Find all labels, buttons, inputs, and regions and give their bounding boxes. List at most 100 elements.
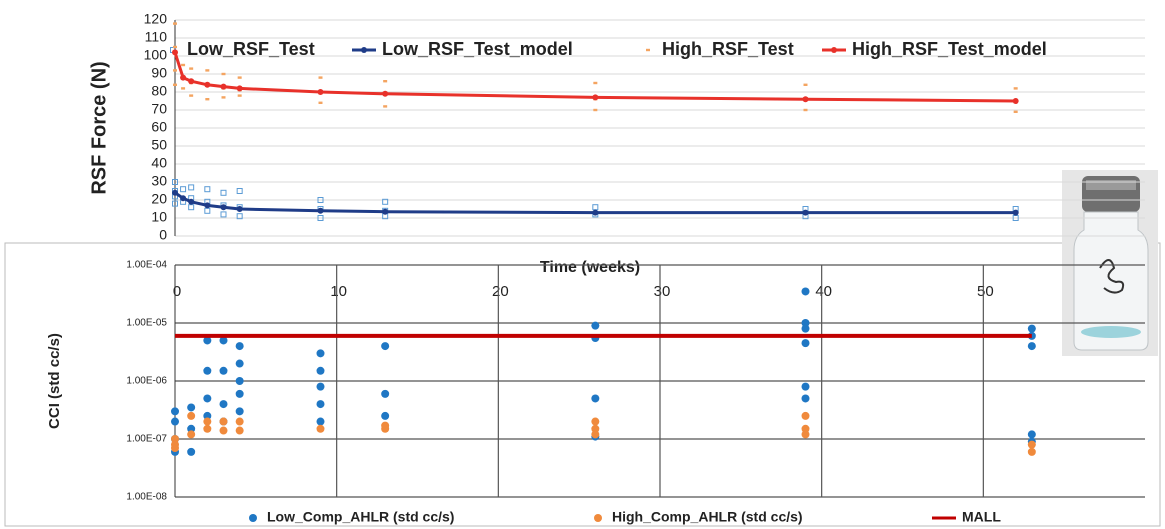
data-point (236, 206, 243, 212)
data-point (1013, 110, 1018, 113)
x-tick-label: 20 (492, 283, 509, 300)
data-point (382, 198, 389, 205)
data-point (316, 382, 325, 391)
data-point (592, 94, 599, 101)
y-tick-label: 110 (145, 29, 168, 45)
legend-label: High_RSF_Test (662, 39, 794, 59)
data-point (646, 48, 650, 52)
data-point (236, 188, 243, 194)
data-point (1027, 342, 1036, 351)
data-point (1012, 209, 1019, 216)
data-point (219, 336, 228, 345)
legend-label: Low_Comp_AHLR (std cc/s) (267, 509, 454, 525)
data-point (592, 204, 599, 211)
data-point (220, 189, 227, 196)
data-point (1013, 87, 1018, 90)
series-line (173, 51, 1016, 103)
data-point (801, 287, 810, 296)
data-point (237, 76, 242, 79)
y-tick-label: 10 (151, 209, 167, 225)
data-point (381, 389, 390, 398)
data-point (180, 195, 187, 202)
data-point (187, 430, 196, 439)
data-point (1027, 447, 1036, 456)
legend-item: Low_Comp_AHLR (std cc/s) (249, 509, 454, 525)
data-point (318, 101, 323, 104)
data-point (189, 94, 194, 97)
data-point (801, 411, 810, 420)
data-point (383, 80, 388, 83)
data-point (203, 336, 212, 345)
data-point (203, 424, 212, 433)
data-point (205, 69, 210, 72)
data-point (318, 76, 323, 79)
y-tick-label: 1.00E-08 (126, 492, 167, 503)
data-point (235, 426, 244, 435)
data-point (188, 184, 195, 191)
data-point (593, 108, 598, 112)
data-point (316, 400, 325, 409)
data-point (237, 94, 242, 97)
data-point (361, 47, 367, 53)
data-point (203, 417, 212, 426)
data-point (205, 98, 210, 101)
data-point (591, 430, 600, 439)
x-tick-label: 10 (330, 283, 347, 300)
data-point (801, 430, 810, 439)
data-point (235, 342, 244, 351)
chart-1: 1.00E-08 1.00E-07 1.00E-06 1.00E-05 1.00E-04… (46, 260, 1145, 525)
data-point (235, 359, 244, 368)
data-point (235, 417, 244, 426)
data-point (382, 90, 389, 97)
data-point (235, 389, 244, 398)
y-tick-label: 100 (144, 47, 168, 63)
data-point (204, 186, 211, 193)
data-point (316, 424, 325, 433)
data-point (219, 400, 228, 409)
data-point (591, 417, 600, 426)
data-point (316, 366, 325, 375)
y-tick-label: 1.00E-04 (126, 260, 167, 271)
data-point (802, 209, 809, 216)
data-point (181, 63, 186, 67)
data-point (173, 83, 177, 86)
x-tick-label: 50 (977, 283, 994, 300)
data-point (236, 213, 243, 220)
data-point (172, 189, 178, 196)
data-point (236, 85, 243, 92)
data-point (171, 435, 179, 443)
data-point (381, 424, 390, 433)
legend-item: Low_RSF_Test_model (352, 39, 573, 59)
legend-item: Low_RSF_Test (170, 39, 315, 59)
y-tick-label: 1.00E-06 (126, 376, 167, 387)
y-tick-label: 1.00E-05 (126, 318, 167, 329)
y-tick-label: 50 (151, 137, 167, 153)
data-point (203, 394, 212, 403)
data-point (383, 105, 388, 108)
data-point (249, 514, 257, 522)
data-point (204, 207, 211, 214)
data-point (1027, 430, 1036, 439)
data-point (173, 69, 177, 72)
data-point (181, 87, 186, 90)
data-point (219, 366, 228, 375)
data-point (801, 394, 810, 403)
data-point (801, 324, 810, 333)
y-tick-label: 80 (151, 83, 167, 99)
legend-item: High_RSF_Test (646, 39, 794, 59)
data-point (187, 403, 196, 412)
data-point (172, 179, 178, 185)
data-point (802, 96, 809, 103)
data-point (235, 407, 244, 416)
data-point (173, 22, 177, 25)
data-point (382, 208, 389, 215)
y-tick-label: 0 (159, 227, 167, 243)
data-point (381, 411, 390, 420)
data-point (219, 417, 228, 426)
data-point (171, 407, 179, 416)
data-point (317, 197, 324, 203)
y-tick-label: 70 (151, 101, 167, 117)
data-point (171, 417, 179, 426)
data-point (204, 81, 211, 88)
